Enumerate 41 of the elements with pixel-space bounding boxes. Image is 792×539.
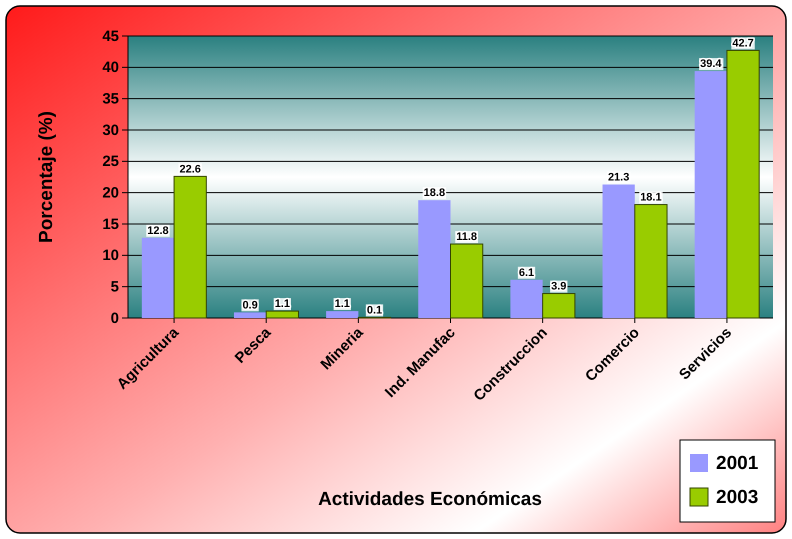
bar [174, 176, 207, 318]
bar [418, 200, 450, 318]
y-tick-label: 20 [102, 184, 119, 202]
data-label: 6.1 [518, 266, 534, 279]
bar [726, 50, 760, 318]
data-label: 11.8 [456, 231, 478, 244]
bar [450, 244, 484, 318]
bar [266, 310, 299, 318]
y-tick-label: 45 [102, 28, 119, 45]
y-axis-title: Porcentaje (%) [36, 111, 57, 243]
y-tick-label: 35 [102, 90, 119, 108]
bar [142, 238, 174, 318]
legend-label: 2003 [716, 487, 758, 508]
data-label: 18.8 [424, 187, 446, 200]
legend-label: 2001 [716, 453, 759, 474]
x-axis-title: Actividades Económicas [318, 489, 542, 510]
data-label: 21.3 [608, 172, 630, 184]
data-label: 22.6 [179, 163, 201, 176]
data-label: 1.1 [334, 298, 350, 310]
data-label: 0.1 [366, 304, 382, 316]
data-label: 42.7 [732, 37, 754, 50]
bar [694, 71, 727, 318]
bar [326, 311, 358, 318]
data-label: 12.8 [147, 224, 169, 237]
bar [634, 204, 668, 318]
data-label: 39.4 [700, 58, 722, 70]
y-tick-label: 25 [102, 153, 119, 170]
data-label: 3.9 [551, 280, 566, 293]
data-label: 0.9 [242, 299, 258, 312]
bar [602, 184, 635, 318]
y-tick-label: 30 [102, 122, 119, 139]
bar [234, 312, 266, 318]
y-tick-label: 15 [102, 216, 119, 233]
y-tick-label: 5 [110, 278, 119, 296]
data-label: 18.1 [640, 192, 662, 204]
bar [510, 280, 543, 318]
y-tick-label: 0 [110, 310, 119, 327]
bar [542, 293, 576, 318]
y-tick-label: 40 [102, 59, 119, 76]
data-label: 1.1 [274, 298, 290, 310]
y-tick-label: 10 [102, 247, 119, 264]
